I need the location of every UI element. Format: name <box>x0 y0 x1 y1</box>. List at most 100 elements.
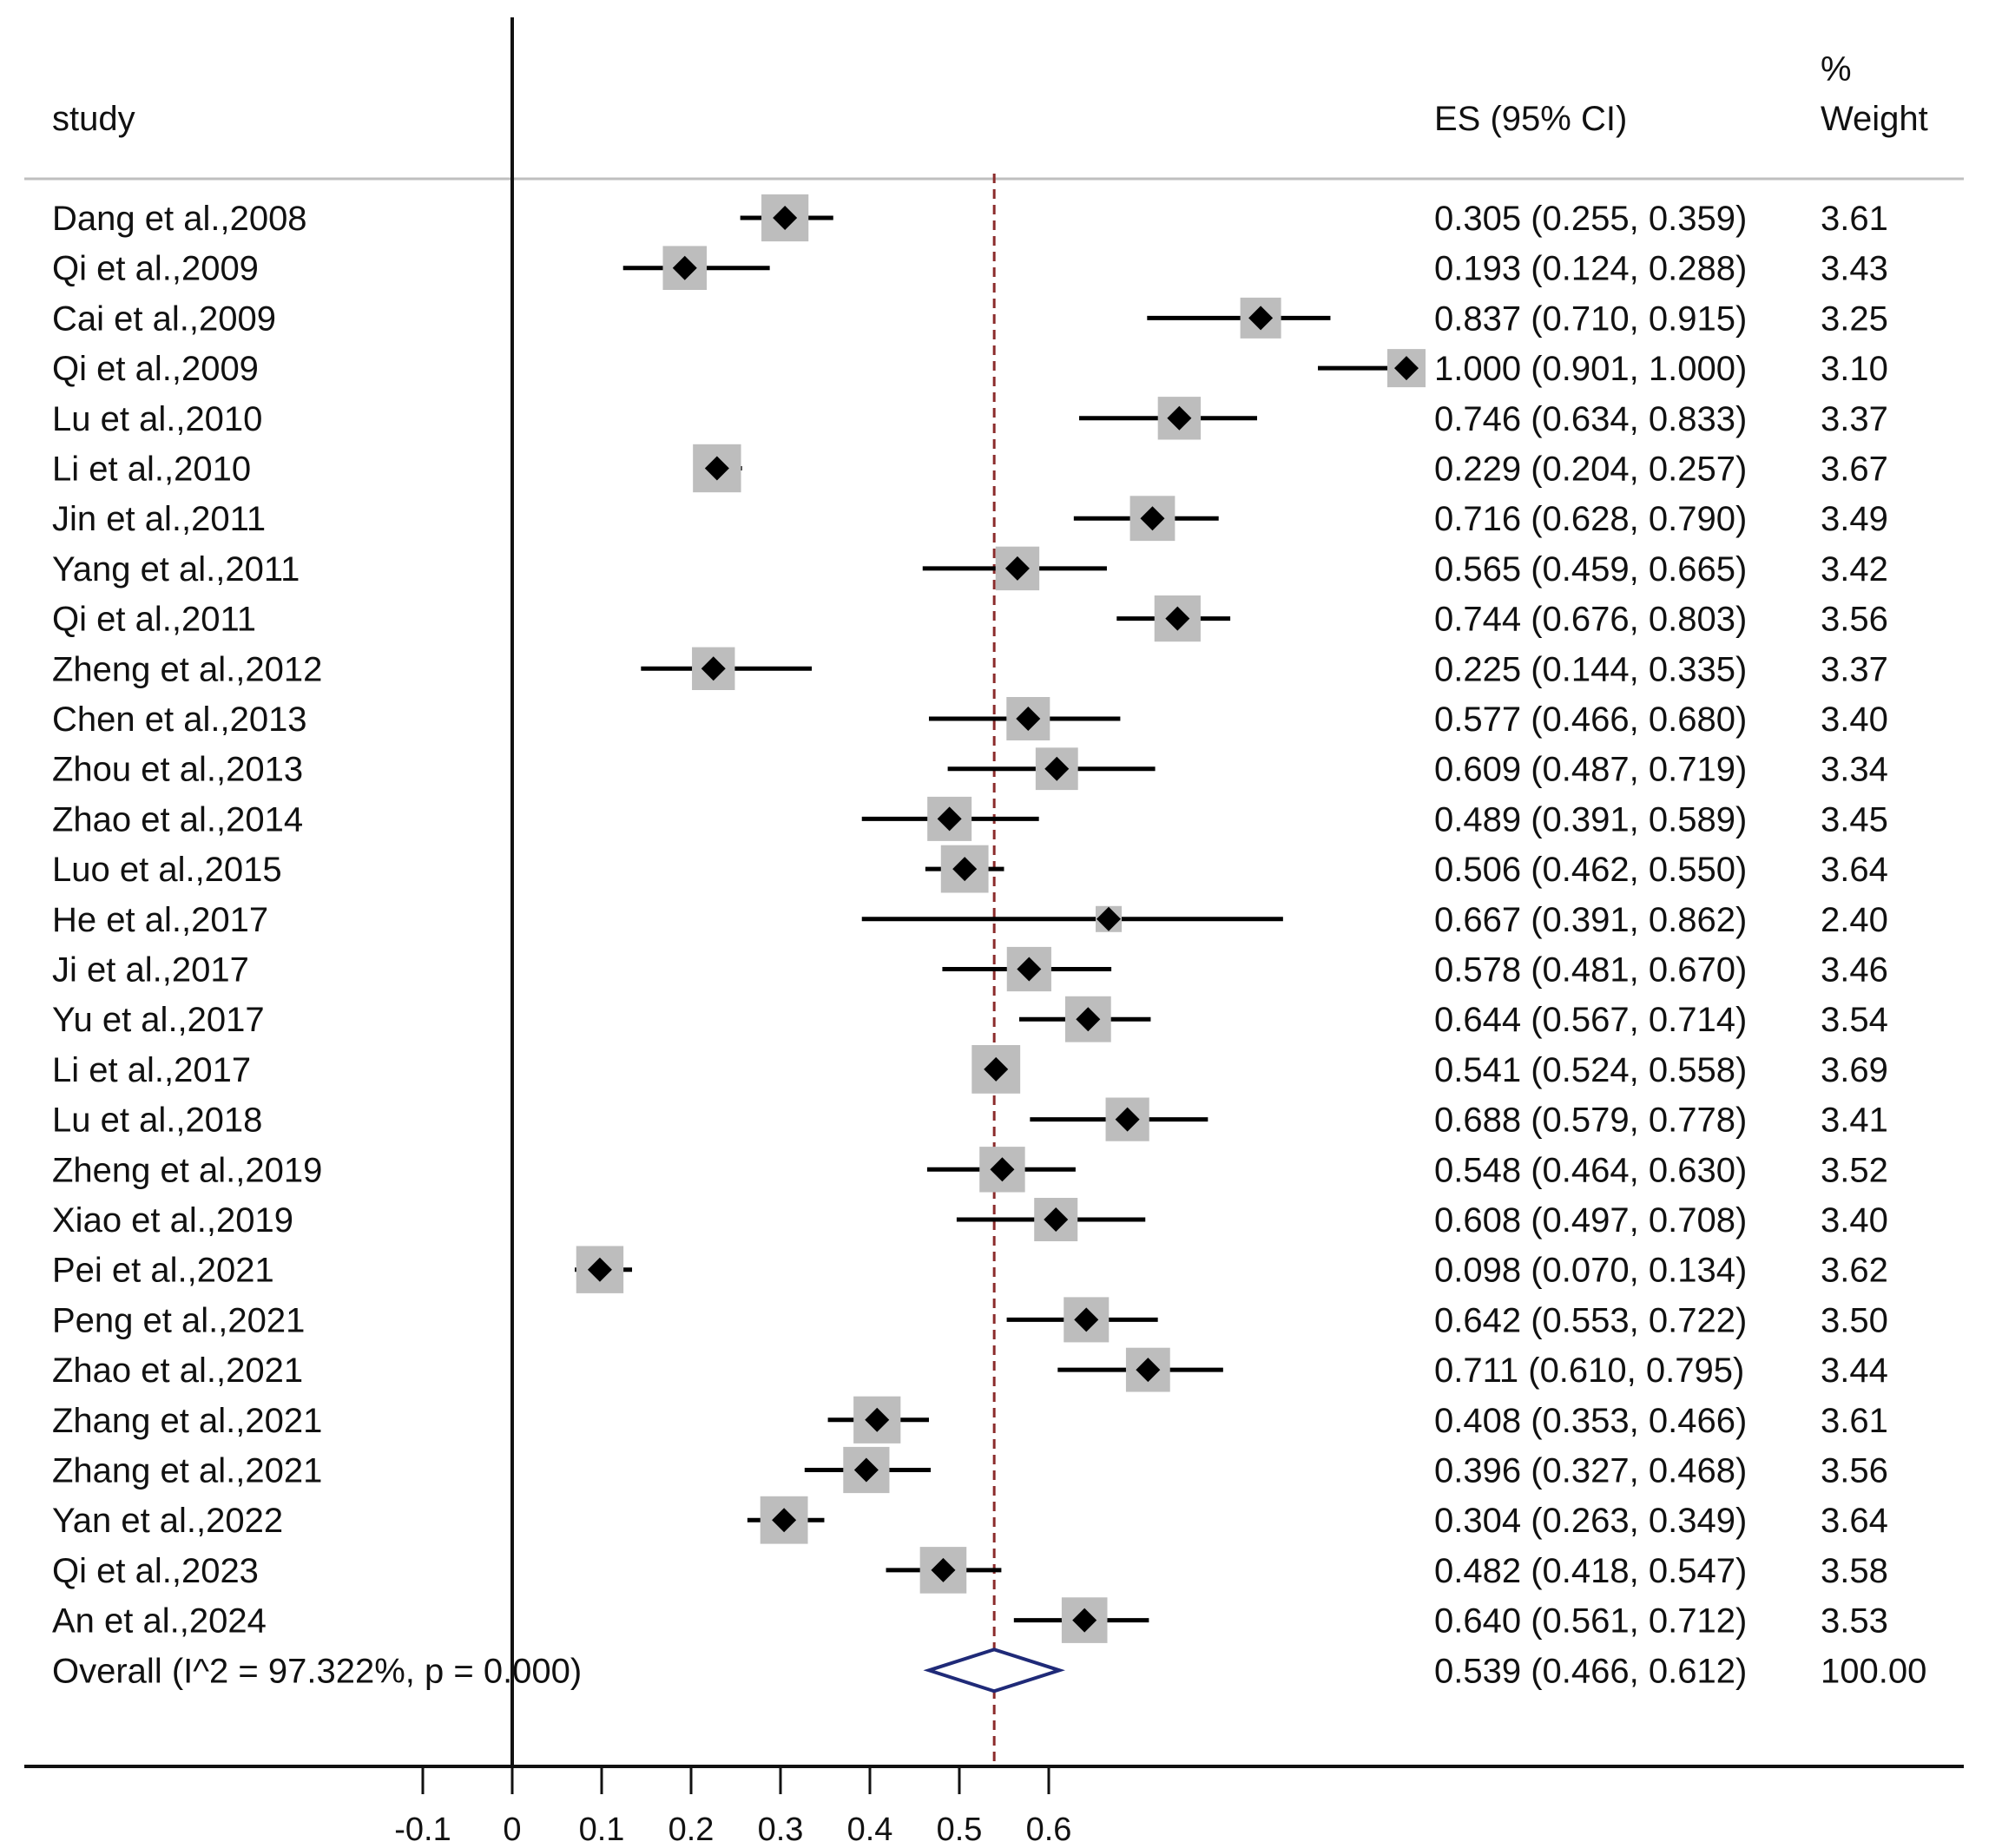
study-label: Cai et al.,2009 <box>52 299 276 338</box>
study-label: Li et al.,2017 <box>52 1051 251 1089</box>
es-ci-value: 0.482 (0.418, 0.547) <box>1434 1552 1747 1590</box>
weight-value: 3.34 <box>1821 751 1888 789</box>
point-estimate <box>984 1056 1009 1082</box>
study-row: Qi et al.,2011 0.744 (0.676, 0.803) 3.56 <box>52 595 1888 642</box>
point-estimate <box>701 656 726 681</box>
study-row: Zhou et al.,2013 0.609 (0.487, 0.719) 3.34 <box>52 747 1888 791</box>
study-label: Dang et al.,2008 <box>52 200 307 238</box>
weight-value: 3.52 <box>1821 1151 1888 1189</box>
overall-es-ci-value: 0.539 (0.466, 0.612) <box>1434 1652 1747 1690</box>
study-label: Jin et al.,2011 <box>52 500 266 538</box>
overall-label: Overall (I^2 = 97.322%, p = 0.000) <box>52 1652 582 1690</box>
point-estimate <box>1140 506 1165 531</box>
weight-value: 3.69 <box>1821 1051 1888 1089</box>
point-estimate <box>704 456 729 481</box>
es-ci-value: 0.640 (0.561, 0.712) <box>1434 1602 1747 1641</box>
es-ci-value: 0.577 (0.466, 0.680) <box>1434 700 1747 739</box>
point-estimate <box>853 1457 879 1483</box>
point-estimate <box>1165 606 1190 631</box>
study-label: Lu et al.,2018 <box>52 1102 262 1140</box>
point-estimate <box>1115 1107 1140 1132</box>
point-estimate <box>1044 756 1070 781</box>
study-row: Zheng et al.,2019 0.548 (0.464, 0.630) 3.5… <box>52 1147 1888 1193</box>
study-label: Yan et al.,2022 <box>52 1502 283 1540</box>
study-row: Zheng et al.,2012 0.225 (0.144, 0.335) 3.3… <box>52 647 1888 690</box>
header-weight: Weight <box>1821 100 1928 138</box>
es-ci-value: 0.837 (0.710, 0.915) <box>1434 299 1747 338</box>
study-row: Lu et al.,2010 0.746 (0.634, 0.833) 3.37 <box>52 397 1888 440</box>
es-ci-value: 0.396 (0.327, 0.468) <box>1434 1452 1747 1490</box>
point-estimate <box>672 255 697 280</box>
point-estimate <box>952 857 978 882</box>
point-estimate <box>865 1407 890 1432</box>
es-ci-value: 0.644 (0.567, 0.714) <box>1434 1001 1747 1039</box>
es-ci-value: 0.541 (0.524, 0.558) <box>1434 1051 1747 1089</box>
study-label: Peng et al.,2021 <box>52 1301 305 1339</box>
study-label: Qi et al.,2023 <box>52 1552 259 1590</box>
study-row: Cai et al.,2009 0.837 (0.710, 0.915) 3.25 <box>52 297 1888 339</box>
x-tick-label: 0.2 <box>668 1812 715 1848</box>
point-estimate <box>1004 556 1030 581</box>
overall-row: Overall (I^2 = 97.322%, p = 0.000) 0.539 … <box>52 1647 1926 1693</box>
weight-value: 3.56 <box>1821 601 1888 639</box>
es-ci-value: 0.746 (0.634, 0.833) <box>1434 400 1747 438</box>
weight-value: 3.45 <box>1821 800 1888 839</box>
x-tick-label: 0.1 <box>579 1812 625 1848</box>
study-label: Lu et al.,2010 <box>52 400 262 438</box>
es-ci-value: 0.744 (0.676, 0.803) <box>1434 601 1747 639</box>
study-row: Ji et al.,2017 0.578 (0.481, 0.670) 3.46 <box>52 946 1888 992</box>
es-ci-value: 0.548 (0.464, 0.630) <box>1434 1151 1747 1189</box>
study-row: Zhao et al.,2021 0.711 (0.610, 0.795) 3.44 <box>52 1347 1888 1392</box>
study-label: Li et al.,2010 <box>52 450 251 489</box>
point-estimate <box>1074 1307 1099 1332</box>
weight-value: 3.64 <box>1821 851 1888 889</box>
x-tick-label: 0.6 <box>1026 1812 1072 1848</box>
study-row: Qi et al.,2009 1.000 (0.901, 1.000) 3.10 <box>52 349 1888 388</box>
es-ci-value: 0.305 (0.255, 0.359) <box>1434 200 1747 238</box>
es-ci-value: 0.609 (0.487, 0.719) <box>1434 751 1747 789</box>
x-tick-label: 0.5 <box>937 1812 983 1848</box>
study-row: Zhang et al.,2021 0.408 (0.353, 0.466) 3.6… <box>52 1396 1888 1444</box>
study-row: Luo et al.,2015 0.506 (0.462, 0.550) 3.64 <box>52 845 1888 893</box>
weight-value: 3.56 <box>1821 1452 1888 1490</box>
study-row: He et al.,2017 0.667 (0.391, 0.862) 2.40 <box>52 901 1888 939</box>
study-label: Ji et al.,2017 <box>52 951 249 990</box>
es-ci-value: 1.000 (0.901, 1.000) <box>1434 350 1747 388</box>
study-label: Yu et al.,2017 <box>52 1001 265 1039</box>
study-label: Pei et al.,2021 <box>52 1252 274 1290</box>
study-label: He et al.,2017 <box>52 901 268 939</box>
point-estimate <box>1017 957 1042 982</box>
study-row: Chen et al.,2013 0.577 (0.466, 0.680) 3.40 <box>52 697 1888 740</box>
point-estimate <box>1136 1358 1161 1383</box>
es-ci-value: 0.642 (0.553, 0.722) <box>1434 1301 1747 1339</box>
es-ci-value: 0.098 (0.070, 0.134) <box>1434 1252 1747 1290</box>
es-ci-value: 0.229 (0.204, 0.257) <box>1434 450 1747 489</box>
es-ci-value: 0.304 (0.263, 0.349) <box>1434 1502 1747 1540</box>
header-weight-percent: % <box>1821 50 1852 89</box>
study-row: Li et al.,2017 0.541 (0.524, 0.558) 3.69 <box>52 1045 1888 1094</box>
point-estimate <box>1072 1608 1097 1633</box>
study-label: Zhao et al.,2021 <box>52 1351 303 1390</box>
study-row: Yang et al.,2011 0.565 (0.459, 0.665) 3.42 <box>52 546 1888 591</box>
reference-lines <box>510 17 996 1766</box>
study-label: Zheng et al.,2012 <box>52 650 322 688</box>
header-study: study <box>52 100 135 138</box>
weight-value: 3.25 <box>1821 299 1888 338</box>
study-label: Qi et al.,2009 <box>52 250 259 288</box>
x-tick-label: -0.1 <box>394 1812 451 1848</box>
weight-value: 3.54 <box>1821 1001 1888 1039</box>
point-estimate <box>990 1157 1015 1182</box>
es-ci-value: 0.489 (0.391, 0.589) <box>1434 800 1747 839</box>
es-ci-value: 0.716 (0.628, 0.790) <box>1434 500 1747 538</box>
study-row: Pei et al.,2021 0.098 (0.070, 0.134) 3.62 <box>52 1246 1888 1293</box>
study-label: An et al.,2024 <box>52 1602 267 1641</box>
weight-value: 3.62 <box>1821 1252 1888 1290</box>
es-ci-value: 0.225 (0.144, 0.335) <box>1434 650 1747 688</box>
point-estimate <box>1167 405 1192 431</box>
point-estimate <box>1076 1007 1101 1032</box>
weight-value: 3.43 <box>1821 250 1888 288</box>
study-label: Zhang et al.,2021 <box>52 1452 322 1490</box>
study-label: Yang et al.,2011 <box>52 550 300 589</box>
point-estimate <box>937 806 962 832</box>
